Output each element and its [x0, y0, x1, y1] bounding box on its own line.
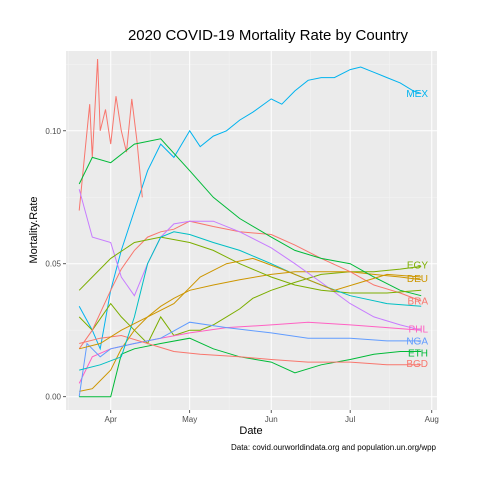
series-line [78, 138, 422, 297]
data-source-caption: Data: covid.ourworldindata.org and popul… [231, 443, 437, 452]
series-line-phl [78, 321, 422, 384]
end-label-phl: PHL [409, 324, 429, 335]
gridlines [66, 51, 437, 410]
end-label-bgd: BGD [406, 359, 428, 370]
y-axis-title: Mortality.Rate [28, 196, 40, 263]
series-line-deu [79, 271, 422, 392]
end-label-eth: ETH [408, 348, 428, 359]
end-label-egy: EGY [407, 261, 428, 272]
series-line-egy [78, 265, 422, 345]
end-label-bra: BRA [407, 296, 428, 307]
x-tick-label: May [182, 415, 197, 424]
x-tick-label: Aug [425, 415, 439, 424]
x-axis-title: Date [239, 425, 262, 437]
y-tick-label: 0.05 [45, 260, 61, 269]
series-line [79, 257, 422, 350]
x-tick-label: Apr [105, 415, 118, 424]
end-label-deu: DEU [407, 274, 428, 285]
x-tick-label: Jul [345, 415, 355, 424]
x-tick-label: Jun [265, 415, 278, 424]
series-lines [78, 58, 422, 398]
series-line [78, 236, 422, 294]
series-line-nga [78, 321, 422, 397]
end-label-mex: MEX [406, 89, 428, 100]
series-line [78, 189, 422, 331]
end-label-nga: NGA [406, 336, 428, 347]
y-tick-label: 0.10 [45, 127, 61, 136]
y-tick-label: 0.00 [45, 393, 61, 402]
y-axis-ticks: 0.00 0.05 0.10 [45, 127, 66, 402]
series-line [78, 58, 143, 211]
series-line-bgd [79, 334, 422, 366]
chart-title: 2020 COVID-19 Mortality Rate by Country [128, 27, 409, 44]
series-line-mex [78, 66, 422, 351]
x-axis-ticks: Apr May Jun Jul Aug [105, 410, 439, 424]
